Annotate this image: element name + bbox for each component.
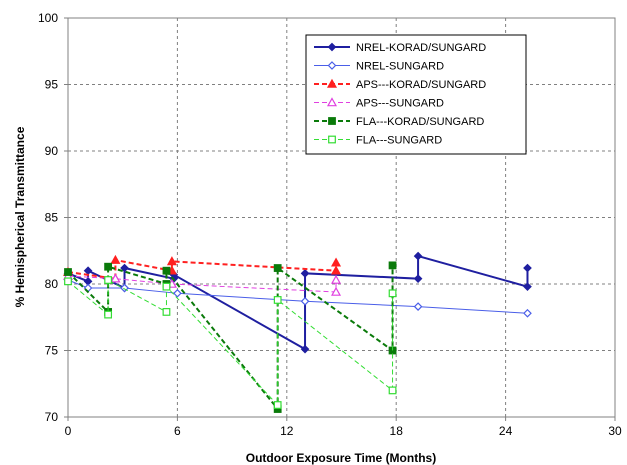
x-axis-title: Outdoor Exposure Time (Months) xyxy=(246,451,436,465)
data-point xyxy=(331,274,342,284)
series-6 xyxy=(64,276,397,409)
data-point xyxy=(162,308,171,316)
data-point xyxy=(104,310,113,319)
legend-swatch-marker xyxy=(328,117,336,125)
legend-box xyxy=(305,34,527,155)
data-point xyxy=(273,296,282,304)
legend-label: APS---SUNGARD xyxy=(356,98,444,110)
y-tick-label: 70 xyxy=(45,410,59,424)
legend-swatch-marker xyxy=(327,61,337,70)
tick-labels: 0 6 12 18 24 30 70 75 80 85 90 95 100 xyxy=(38,11,622,438)
data-point xyxy=(331,286,342,296)
data-point xyxy=(413,251,423,261)
data-point xyxy=(162,282,171,291)
legend-swatch-marker xyxy=(328,135,336,144)
data-point xyxy=(523,308,532,318)
series-layer xyxy=(62,251,532,413)
series-line xyxy=(67,265,394,412)
data-point xyxy=(413,302,423,311)
legend-label: FLA---SUNGARD xyxy=(356,135,442,147)
data-point xyxy=(120,263,129,273)
legend-label: APS---KORAD/SUNGARD xyxy=(356,79,486,91)
data-point xyxy=(300,344,310,354)
data-point xyxy=(104,276,113,284)
legend-label: NREL-SUNGARD xyxy=(356,61,444,73)
data-point xyxy=(331,257,342,267)
x-tick-label: 30 xyxy=(608,424,622,438)
x-tick-label: 6 xyxy=(174,424,181,438)
x-tick-label: 18 xyxy=(390,424,404,438)
data-point xyxy=(104,262,113,271)
data-point xyxy=(110,273,121,283)
data-point xyxy=(331,265,342,275)
y-axis-title: % Hemispherical Transmittance xyxy=(13,126,27,307)
y-tick-label: 85 xyxy=(45,211,59,225)
data-point xyxy=(162,266,171,275)
legend-swatch-marker xyxy=(326,78,338,88)
data-point xyxy=(388,261,397,270)
y-tick-label: 75 xyxy=(45,344,59,358)
data-point xyxy=(273,264,282,272)
data-point xyxy=(273,401,282,409)
data-point xyxy=(110,254,121,264)
x-tick-label: 12 xyxy=(280,424,294,438)
y-tick-label: 95 xyxy=(45,78,59,92)
data-point xyxy=(388,289,397,298)
data-point xyxy=(64,268,72,276)
y-tick-label: 90 xyxy=(45,144,59,158)
legend: NREL-KORAD/SUNGARD NREL-SUNGARD APS---KORA… xyxy=(305,34,527,155)
data-point xyxy=(300,296,310,306)
data-point xyxy=(523,263,532,273)
data-point xyxy=(413,274,423,284)
data-point xyxy=(173,288,182,298)
data-point xyxy=(166,256,177,266)
x-tick-label: 0 xyxy=(65,424,72,438)
legend-label: NREL-KORAD/SUNGARD xyxy=(356,42,486,54)
y-tick-label: 100 xyxy=(38,11,58,25)
data-point xyxy=(523,282,532,292)
data-point xyxy=(64,277,72,286)
legend-label: FLA---KORAD/SUNGARD xyxy=(356,116,484,128)
data-point xyxy=(388,386,397,395)
legend-swatch-marker xyxy=(326,97,338,107)
x-tick-label: 24 xyxy=(499,424,513,438)
legend-swatch-marker xyxy=(327,42,337,52)
data-point xyxy=(300,269,310,278)
y-tick-label: 80 xyxy=(45,277,59,291)
